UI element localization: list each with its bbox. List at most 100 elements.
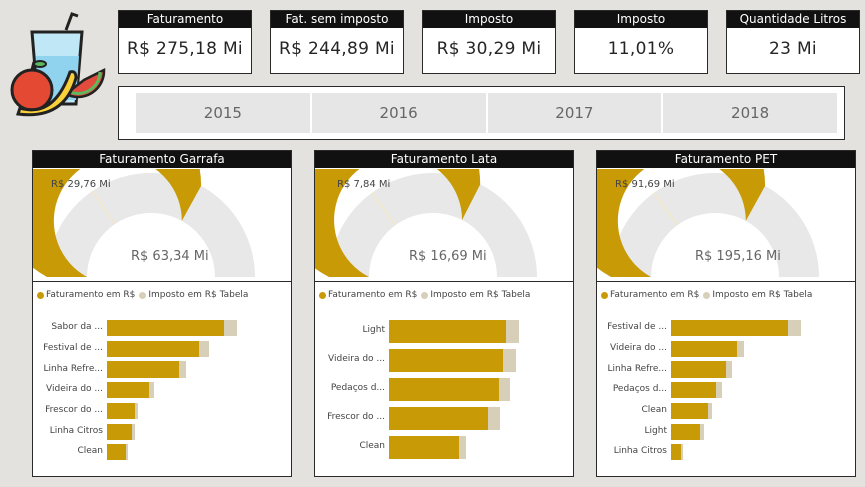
bar-faturamento[interactable] (671, 423, 701, 440)
kpi-value: R$ 30,29 Mi (436, 39, 542, 59)
bar-imposto[interactable] (726, 361, 733, 378)
bar-row[interactable]: Festival de ... (33, 340, 291, 357)
bar-row[interactable]: Frescor do ... (315, 407, 573, 430)
bar-row[interactable]: Light (597, 423, 855, 440)
gauge-track[interactable] (611, 173, 819, 277)
bar-imposto[interactable] (125, 444, 129, 461)
bar-imposto[interactable] (502, 349, 516, 372)
bar-row[interactable]: Light (315, 320, 573, 343)
bar-faturamento[interactable] (107, 402, 135, 419)
gauge-target-label: R$ 91,69 Mi (615, 179, 675, 190)
bar-row[interactable]: Pedaços d... (597, 382, 855, 399)
bar-imposto[interactable] (700, 423, 704, 440)
bar-imposto[interactable] (498, 378, 511, 401)
legend-label: Faturamento em R$ (610, 290, 700, 300)
bar-label: Frescor do ... (45, 404, 103, 415)
legend-dot-imposto (421, 291, 429, 299)
bar-row[interactable]: Videira do ... (33, 382, 291, 399)
legend-label: Imposto em R$ Tabela (430, 290, 531, 300)
bar-row[interactable]: Festival de ... (597, 320, 855, 337)
bar-row[interactable]: Clean (315, 436, 573, 459)
bar-imposto[interactable] (505, 320, 519, 343)
gauge-target-marker (91, 190, 116, 225)
legend-dot-imposto (703, 291, 711, 299)
bar-imposto[interactable] (707, 402, 712, 419)
bar-label: Clean (641, 404, 667, 415)
bar-row[interactable]: Clean (33, 444, 291, 461)
bar-row[interactable]: Videira do ... (597, 340, 855, 357)
bar-faturamento[interactable] (671, 320, 788, 337)
kpi-value: 11,01% (607, 39, 675, 59)
gauge-value-label: R$ 195,16 Mi (695, 249, 781, 264)
year-button-2015[interactable]: 2015 (136, 93, 310, 133)
gauge-chart[interactable]: R$ 29,76 Mi R$ 63,34 Mi (33, 169, 291, 281)
kpi-imposto-percentual: Imposto 11,01% (574, 10, 708, 74)
bar-row[interactable]: Frescor do ... (33, 402, 291, 419)
kpi-imposto-valor: Imposto R$ 30,29 Mi (422, 10, 556, 74)
bar-faturamento[interactable] (671, 340, 737, 357)
bar-faturamento[interactable] (107, 320, 224, 337)
gauge-fill[interactable] (33, 169, 202, 277)
bar-faturamento[interactable] (107, 382, 150, 399)
bar-row[interactable]: Sabor da ... (33, 320, 291, 337)
bar-row[interactable]: Linha Refre... (597, 361, 855, 378)
bar-row[interactable]: Linha Citros (597, 444, 855, 461)
gauge-track[interactable] (329, 173, 537, 277)
gauge-fill[interactable] (315, 169, 481, 277)
bar-label: Light (644, 425, 667, 436)
bar-faturamento[interactable] (389, 320, 506, 343)
bar-faturamento[interactable] (107, 423, 132, 440)
bar-faturamento[interactable] (389, 407, 489, 430)
bar-faturamento[interactable] (389, 436, 460, 459)
bar-label: Videira do ... (610, 342, 667, 353)
bar-faturamento[interactable] (107, 340, 199, 357)
year-button-2016[interactable]: 2016 (311, 93, 486, 133)
legend-label: Faturamento em R$ (328, 290, 418, 300)
bar-imposto[interactable] (716, 382, 723, 399)
bar-label: Linha Refre... (43, 363, 103, 374)
bar-label: Linha Refre... (607, 363, 667, 374)
year-button-2017[interactable]: 2017 (487, 93, 662, 133)
bar-imposto[interactable] (131, 423, 135, 440)
bar-faturamento[interactable] (671, 402, 708, 419)
chart-legend: Faturamento em R$ Imposto em R$ Tabela (37, 290, 252, 300)
bar-imposto[interactable] (681, 444, 683, 461)
bar-faturamento[interactable] (107, 444, 126, 461)
bar-faturamento[interactable] (671, 444, 682, 461)
legend-dot-faturamento (37, 291, 44, 299)
year-button-2018[interactable]: 2018 (663, 93, 837, 133)
bar-faturamento[interactable] (107, 361, 179, 378)
bar-faturamento[interactable] (389, 378, 499, 401)
kpi-fat-sem-imposto: Fat. sem imposto R$ 244,89 Mi (270, 10, 404, 74)
bar-row[interactable]: Pedaços d... (315, 378, 573, 401)
gauge-chart[interactable]: R$ 91,69 Mi R$ 195,16 Mi (597, 169, 855, 281)
bar-faturamento[interactable] (671, 382, 717, 399)
bar-row[interactable]: Linha Refre... (33, 361, 291, 378)
bar-imposto[interactable] (149, 382, 154, 399)
bar-imposto[interactable] (223, 320, 237, 337)
legend-label: Imposto em R$ Tabela (148, 290, 249, 300)
bar-label: Linha Citros (613, 446, 667, 457)
bar-imposto[interactable] (736, 340, 744, 357)
bar-row[interactable]: Clean (597, 402, 855, 419)
bar-imposto[interactable] (787, 320, 801, 337)
bar-row[interactable]: Videira do ... (315, 349, 573, 372)
kpi-title: Quantidade Litros (727, 11, 859, 28)
bar-faturamento[interactable] (671, 361, 727, 378)
chart-legend: Faturamento em R$ Imposto em R$ Tabela (601, 290, 816, 300)
bar-label: Linha Citros (49, 425, 103, 436)
gauge-chart[interactable]: R$ 7,84 Mi R$ 16,69 Mi (315, 169, 573, 281)
bar-faturamento[interactable] (389, 349, 503, 372)
kpi-value: R$ 244,89 Mi (279, 39, 395, 59)
bar-imposto[interactable] (178, 361, 186, 378)
gauge-track[interactable] (47, 173, 255, 277)
kpi-quantidade-litros: Quantidade Litros 23 Mi (726, 10, 860, 74)
divider (315, 281, 573, 282)
bar-imposto[interactable] (198, 340, 210, 357)
bar-imposto[interactable] (488, 407, 500, 430)
card-faturamento-lata: Faturamento Lata R$ 7,84 Mi R$ 16,69 Mi … (314, 150, 574, 477)
gauge-fill[interactable] (597, 169, 766, 277)
bar-imposto[interactable] (134, 402, 138, 419)
bar-row[interactable]: Linha Citros (33, 423, 291, 440)
bar-imposto[interactable] (459, 436, 467, 459)
